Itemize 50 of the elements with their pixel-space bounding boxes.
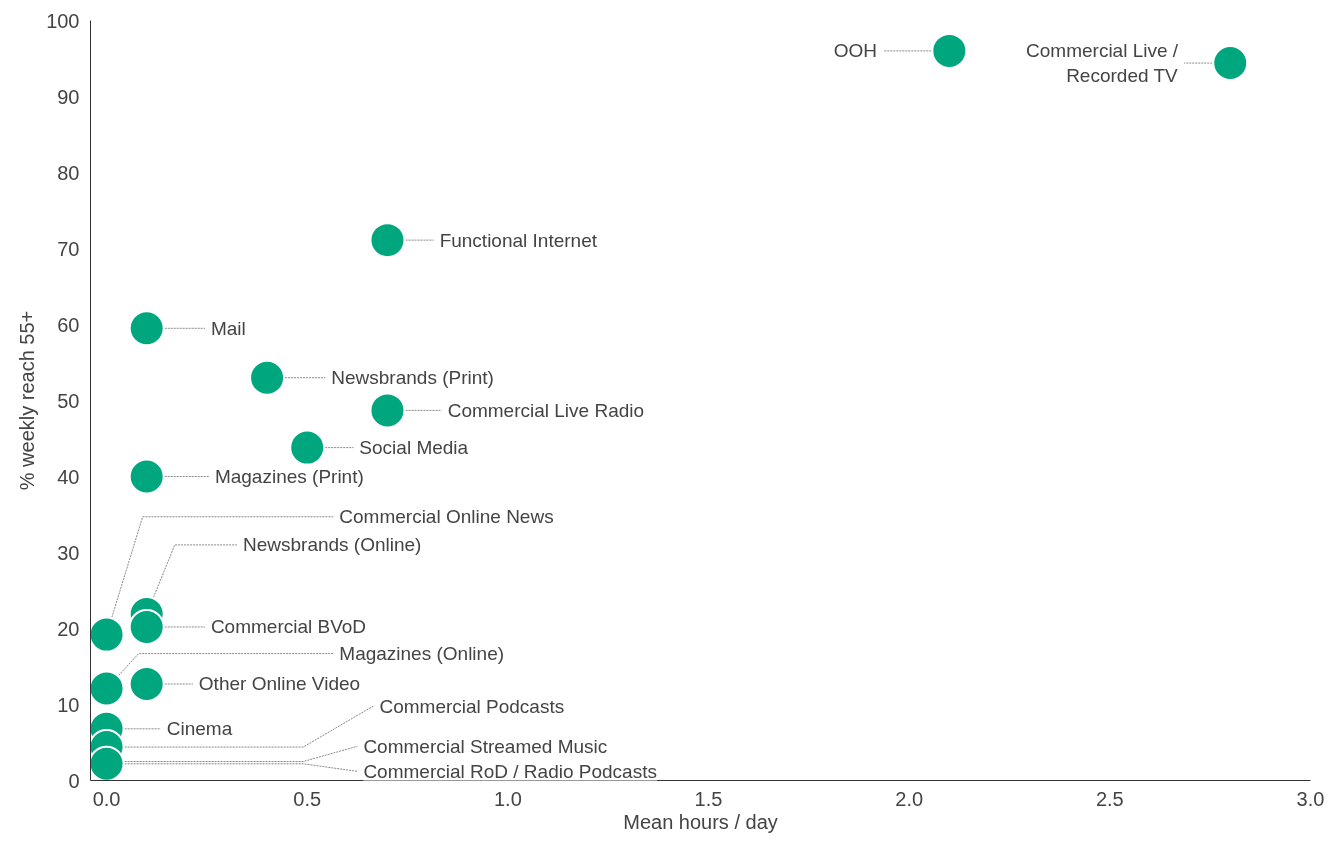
point [369,222,406,259]
annotation: Commercial BVoD [210,616,367,638]
x-tick-label: 0.5 [293,787,322,810]
annotation: Magazines (Print) [214,466,364,487]
point [128,609,165,645]
y-tick-label: 100 [46,9,80,32]
point [90,616,125,653]
point [1212,45,1249,82]
point [128,310,165,347]
annotation: Other Online Video [198,673,361,695]
annotation: Commercial Streamed Music [363,735,608,757]
y-axis-title: % weekly reach 55+ [16,310,39,491]
y-tick-label: 0 [68,769,80,792]
y-tick-label: 30 [57,541,80,564]
x-tick-label: 0.0 [92,787,121,810]
annotation: Commercial Live Radio [447,399,645,421]
annotation: Newsbrands (Print) [331,367,494,389]
annotation: Social Media [359,437,469,459]
annotation: OOH [833,40,878,62]
y-tick-label: 90 [57,85,80,108]
annotation: Commercial Online News [339,506,554,528]
y-tick-label: 40 [57,465,80,488]
y-tick-label: 70 [57,237,80,260]
y-tick-label: 80 [57,161,80,184]
point [128,458,165,495]
y-tick-label: 10 [57,693,80,716]
annotation: Newsbrands (Online) [242,534,422,556]
point [90,745,125,781]
x-tick-label: 1.5 [694,787,723,810]
point [90,670,125,707]
annotation: Commercial Podcasts [379,695,565,717]
point [931,32,968,69]
x-tick-label: 2.5 [1095,787,1124,810]
y-tick-label: 60 [57,313,80,336]
x-tick-label: 2.0 [895,787,924,810]
point [249,359,286,396]
annotation: Commercial RoD / Radio Podcasts [363,760,657,782]
annotation: Mail [210,317,246,339]
annotation: Magazines (Online) [339,643,505,665]
x-tick-label: 3.0 [1296,787,1325,810]
annotation: Functional Internet [439,229,598,251]
y-tick-label: 20 [57,617,80,640]
annotation: Commercial Live / Recorded TV [1026,39,1179,87]
point [128,666,165,702]
annotation: Cinema [166,718,233,740]
point [289,429,326,466]
point [369,392,406,429]
x-tick-label: 1.0 [493,787,522,810]
x-axis-title: Mean hours / day [623,810,778,833]
y-tick-label: 50 [57,389,80,412]
